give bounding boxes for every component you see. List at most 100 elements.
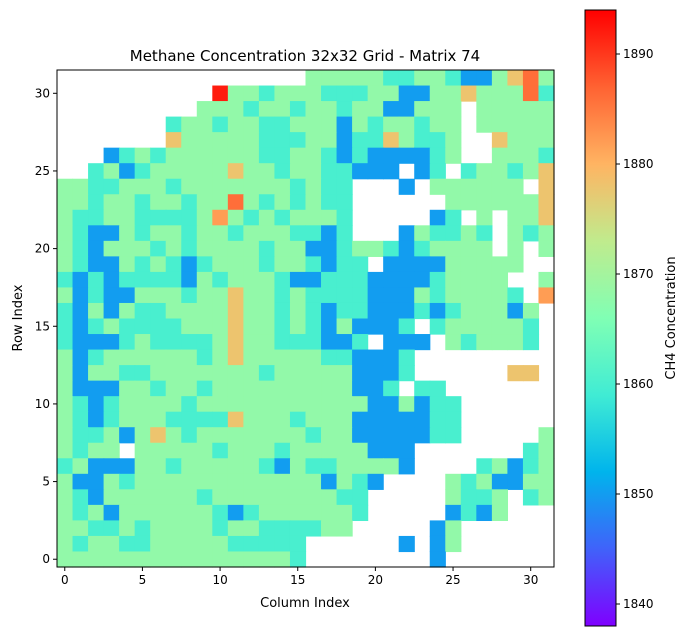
heatmap-cell-r0-c3	[103, 551, 120, 568]
heatmap-cell-r16-c25	[445, 302, 462, 320]
heatmap-cell-r2-c2	[88, 520, 105, 537]
heatmap-cell-r0-c15	[289, 551, 307, 568]
heatmap-cell-r29-c29	[507, 101, 524, 118]
heatmap-cell-r5-c10	[212, 473, 229, 490]
heatmap-cell-r13-c17	[321, 349, 338, 366]
heatmap-cell-r15-c18	[336, 318, 353, 335]
heatmap-cell-r19-c5	[134, 256, 151, 273]
heatmap-cell-r20-c13	[258, 240, 276, 257]
y-tick-label: 20	[35, 242, 50, 256]
heatmap-cell-r24-c25	[445, 178, 462, 195]
heatmap-cell-r15-c0	[57, 318, 74, 335]
heatmap-cell-r19-c25	[445, 256, 462, 273]
heatmap-cell-r20-c18	[336, 240, 353, 257]
heatmap-cell-r6-c2	[88, 458, 105, 475]
heatmap-cell-r0-c10	[212, 551, 229, 568]
heatmap-cell-r31-c19	[352, 70, 369, 87]
heatmap-cell-r9-c16	[305, 411, 322, 428]
heatmap-cell-r2-c9	[196, 520, 213, 537]
heatmap-cell-r5-c4	[119, 473, 136, 490]
heatmap-cell-r17-c14	[274, 287, 291, 304]
heatmap-cell-r19-c2	[88, 256, 105, 273]
heatmap-cell-r15-c21	[383, 318, 400, 335]
heatmap-cell-r11-c23	[414, 380, 431, 397]
heatmap-cell-r18-c31	[538, 271, 555, 289]
colorbar-tick-label: 1850	[623, 487, 654, 501]
heatmap-cell-r0-c12	[243, 551, 260, 568]
heatmap-cell-r4-c25	[445, 489, 462, 506]
heatmap-cell-r1-c0	[57, 535, 74, 553]
heatmap-cell-r16-c17	[321, 302, 338, 320]
colorbar-ticks: 1840 1850 1860 1870 1880 1890	[616, 47, 654, 611]
heatmap-cell-r22-c1	[72, 209, 89, 226]
heatmap-cell-r27-c17	[321, 132, 338, 149]
heatmap-cell-r19-c14	[274, 256, 291, 273]
heatmap-cell-r7-c13	[258, 442, 276, 459]
heatmap-cell-r30-c21	[383, 85, 400, 102]
heatmap-cell-r19-c12	[243, 256, 260, 273]
heatmap-cell-r3-c17	[321, 504, 338, 522]
heatmap-cell-r22-c13	[258, 209, 276, 226]
heatmap-cell-r22-c0	[57, 209, 74, 226]
heatmap-cell-r6-c19	[352, 458, 369, 475]
heatmap-cell-r10-c8	[181, 396, 198, 413]
heatmap-cell-r1-c15	[289, 535, 307, 553]
heatmap-cell-r9-c21	[383, 411, 400, 428]
heatmap-cell-r7-c31	[538, 442, 555, 459]
heatmap-cell-r21-c5	[134, 225, 151, 242]
heatmap-cell-r18-c7	[165, 271, 182, 289]
heatmap-cell-r26-c3	[103, 147, 120, 164]
heatmap-cell-r5-c15	[289, 473, 307, 490]
heatmap-cell-r11-c20	[367, 380, 384, 397]
heatmap-cell-r19-c16	[305, 256, 322, 273]
heatmap-cell-r13-c22	[398, 349, 415, 366]
heatmap-cell-r4-c5	[134, 489, 151, 506]
heatmap-cell-r14-c26	[460, 334, 477, 351]
heatmap-cell-r17-c4	[119, 287, 136, 304]
heatmap-cell-r17-c1	[72, 287, 89, 304]
heatmap-cell-r15-c1	[72, 318, 89, 335]
heatmap-cell-r16-c8	[181, 302, 198, 320]
heatmap-cell-r28-c13	[258, 116, 276, 133]
heatmap-cell-r27-c22	[398, 132, 415, 149]
heatmap-cell-r4-c28	[491, 489, 509, 506]
heatmap-cell-r21-c10	[212, 225, 229, 242]
heatmap-cell-r11-c18	[336, 380, 353, 397]
heatmap-cell-r9-c6	[150, 411, 167, 428]
heatmap-cell-r21-c26	[460, 225, 477, 242]
heatmap-cell-r26-c14	[274, 147, 291, 164]
heatmap-cell-r19-c22	[398, 256, 415, 273]
heatmap-cell-r16-c20	[367, 302, 384, 320]
heatmap-cell-r17-c23	[414, 287, 431, 304]
heatmap-cell-r10-c9	[196, 396, 213, 413]
heatmap-cell-r30-c25	[445, 85, 462, 102]
heatmap-cell-r7-c7	[165, 442, 182, 459]
heatmap-cell-r19-c3	[103, 256, 120, 273]
heatmap-cell-r13-c8	[181, 349, 198, 366]
heatmap-cell-r19-c0	[57, 256, 74, 273]
heatmap-cell-r12-c21	[383, 365, 400, 382]
heatmap-cell-r31-c28	[491, 70, 509, 87]
heatmap-cell-r24-c0	[57, 178, 74, 195]
heatmap-cell-r24-c17	[321, 178, 338, 195]
heatmap-cell-r7-c10	[212, 442, 229, 459]
heatmap-cell-r10-c6	[150, 396, 167, 413]
heatmap-cell-r20-c31	[538, 240, 555, 257]
heatmap-cell-r8-c11	[227, 427, 244, 444]
heatmap-cell-r16-c15	[289, 302, 307, 320]
heatmap-cell-r19-c10	[212, 256, 229, 273]
heatmap-cell-r20-c1	[72, 240, 89, 257]
heatmap-cell-r21-c17	[321, 225, 338, 242]
x-tick-label: 5	[139, 573, 147, 587]
heatmap-cell-r19-c11	[227, 256, 244, 273]
heatmap-cell-r25-c31	[538, 163, 555, 180]
heatmap-cell-r24-c29	[507, 178, 524, 195]
heatmap-cell-r1-c3	[103, 535, 120, 553]
heatmap-cell-r21-c23	[414, 225, 431, 242]
heatmap-cell-r12-c15	[289, 365, 307, 382]
heatmap-cell-r21-c16	[305, 225, 322, 242]
heatmap-cell-r6-c18	[336, 458, 353, 475]
heatmap-cell-r13-c13	[258, 349, 276, 366]
heatmap-cell-r20-c11	[227, 240, 244, 257]
heatmap-cell-r19-c18	[336, 256, 353, 273]
